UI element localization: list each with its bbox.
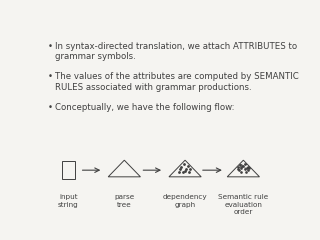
Text: parse
tree: parse tree [114, 194, 134, 208]
Text: In syntax-directed translation, we attach ATTRIBUTES to
grammar symbols.: In syntax-directed translation, we attac… [55, 42, 297, 61]
Text: •: • [47, 103, 52, 112]
Text: •: • [47, 72, 52, 81]
Text: •: • [47, 42, 52, 51]
Text: Conceptually, we have the following flow:: Conceptually, we have the following flow… [55, 103, 234, 112]
Text: Semantic rule
evaluation
order: Semantic rule evaluation order [218, 194, 268, 215]
Text: The values of the attributes are computed by SEMANTIC
RULES associated with gram: The values of the attributes are compute… [55, 72, 299, 92]
Text: dependency
graph: dependency graph [163, 194, 207, 208]
Text: input
string: input string [58, 194, 79, 208]
